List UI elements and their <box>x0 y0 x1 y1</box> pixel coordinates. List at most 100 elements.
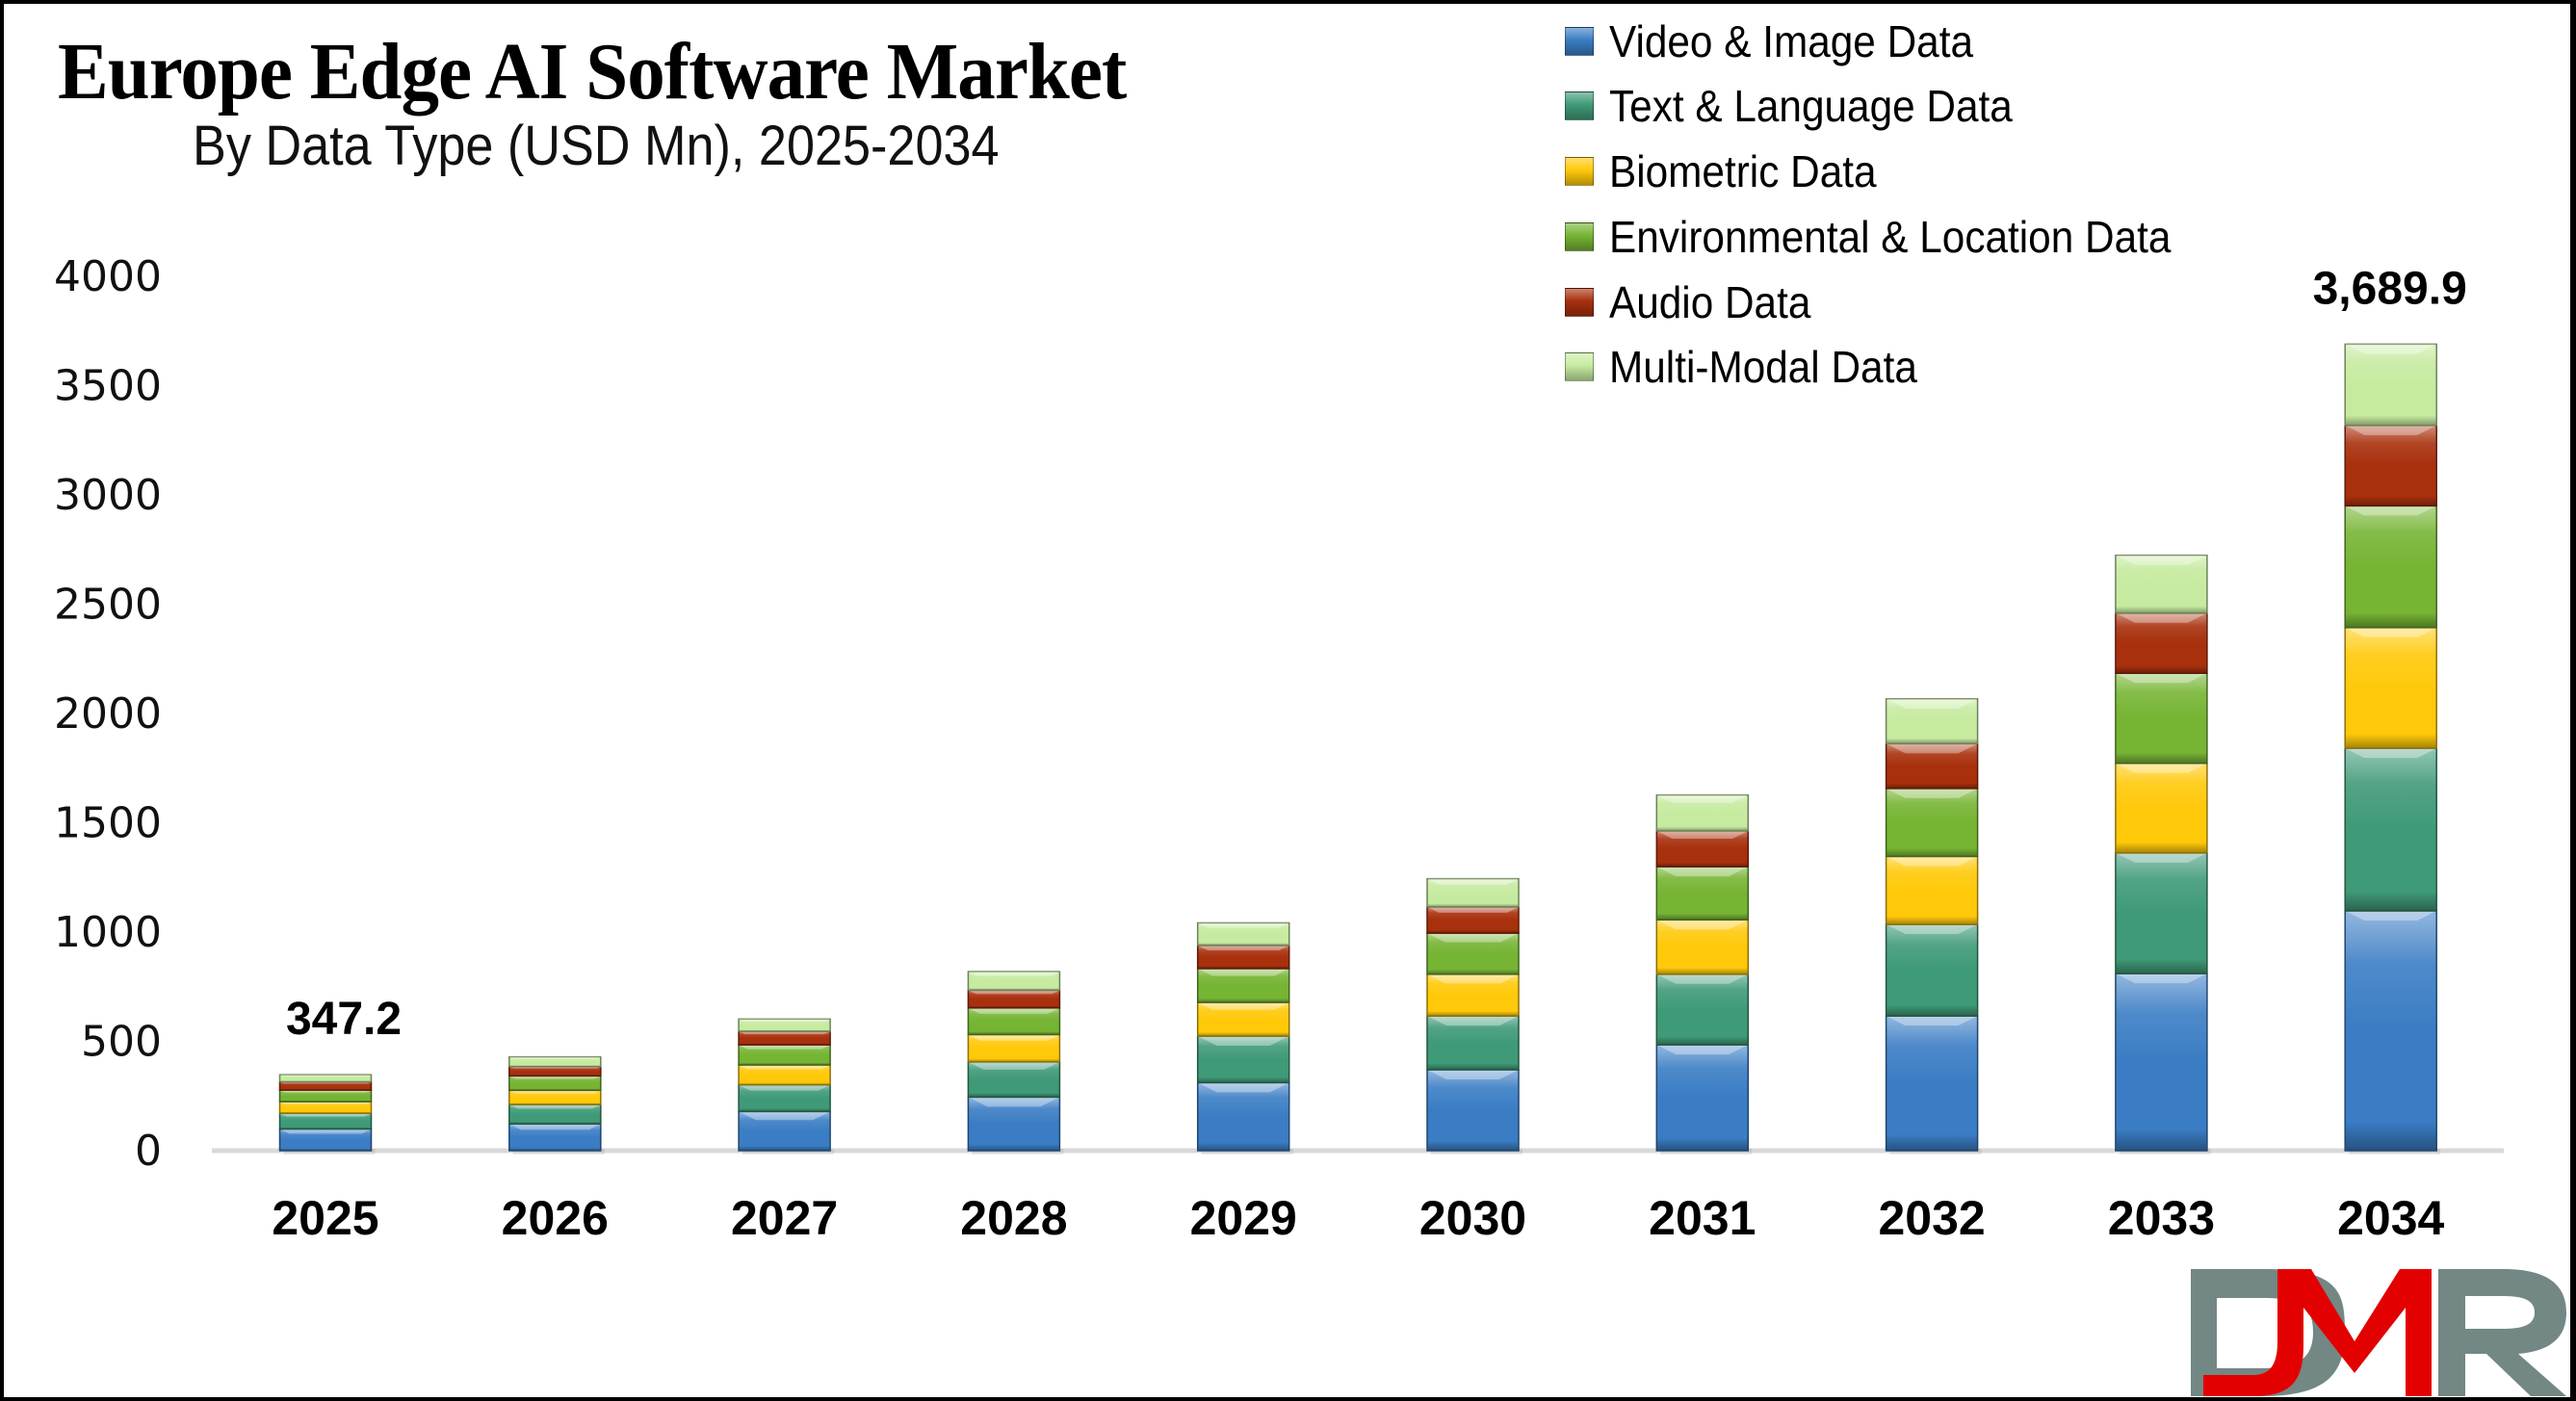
bar-bevel <box>2345 344 2437 354</box>
bar-bevel <box>1197 968 1289 976</box>
bar-bevel <box>2115 763 2207 773</box>
bar-segment-video-image-data-2033 <box>2115 973 2208 1152</box>
x-tick-label: 2025 <box>272 1191 378 1245</box>
bar-bevel <box>1197 945 1289 951</box>
legend-label-audio: Audio Data <box>1609 277 1811 327</box>
dmr-logo <box>2191 1269 2566 1396</box>
bar-shadow <box>2119 1149 2211 1155</box>
bar-bevel <box>2115 973 2207 984</box>
bar-bevel <box>1656 794 1749 803</box>
bar-bevel <box>1427 933 1519 943</box>
bar-bevel <box>1886 788 1978 798</box>
bar-bevel <box>1886 698 1978 709</box>
bar-segment-multi-modal-data-2032 <box>1885 698 1979 745</box>
bar-segment-multi-modal-data-2027 <box>738 1018 831 1032</box>
bar-stack-2031 <box>1655 793 1753 1155</box>
bar-shadow <box>2349 1149 2441 1155</box>
bar-segment-audio-data-2029 <box>1196 945 1290 970</box>
bar-stack-2028 <box>967 971 1064 1155</box>
legend-swatch-video-image <box>1565 27 1594 56</box>
x-tick-label: 2028 <box>960 1191 1067 1245</box>
bar-segment-multi-modal-data-2028 <box>967 971 1061 992</box>
bar-segment-video-image-data-2030 <box>1426 1069 1520 1152</box>
bar-segment-multi-modal-data-2031 <box>1655 793 1750 832</box>
y-tick-label: 1000 <box>54 908 162 957</box>
bar-segment-biometric-data-2029 <box>1196 1001 1290 1037</box>
bar-bevel <box>1427 973 1519 984</box>
bar-stack-2026 <box>508 1055 605 1155</box>
bar-stack-2025 <box>278 1074 376 1155</box>
bar-stack-2029 <box>1196 921 1293 1155</box>
bar-segment-text-language-data-2033 <box>2115 852 2208 974</box>
bar-segment-environmental-location-data-2031 <box>1655 866 1750 921</box>
bar-bevel <box>2345 748 2437 759</box>
bar-stack-2032 <box>1885 698 1982 1155</box>
y-tick-label: 3500 <box>54 362 162 411</box>
legend-label-text-language: Text & Language Data <box>1609 81 2013 131</box>
data-labels: 347.2 3,689.9 <box>286 263 2467 1045</box>
bar-bevel <box>1427 878 1519 886</box>
legend-label-environmental-location: Environmental & Location Data <box>1609 212 2172 262</box>
legend-item-multi-modal: Multi-Modal Data <box>1565 338 1944 396</box>
bar-bevel <box>1656 830 1749 840</box>
y-axis: 0 500 1000 1500 2000 2500 3000 3500 4000 <box>54 252 162 1176</box>
bar-bevel <box>739 1019 831 1023</box>
bar-bevel <box>508 1090 601 1094</box>
bar-segment-audio-data-2032 <box>1885 742 1979 790</box>
bar-segment-multi-modal-data-2026 <box>508 1055 602 1068</box>
bar-segment-text-language-data-2032 <box>1885 923 1979 1017</box>
bar-segment-environmental-location-data-2033 <box>2115 672 2208 765</box>
bar-segment-multi-modal-data-2034 <box>2344 343 2437 427</box>
x-tick-label: 2033 <box>2108 1191 2215 1245</box>
bar-bevel <box>2115 555 2207 565</box>
bar-stack-2034 <box>2344 343 2441 1155</box>
bar-segment-environmental-location-data-2029 <box>1196 968 1290 1003</box>
y-tick-label: 4000 <box>54 252 162 301</box>
bar-bevel <box>1427 1070 1519 1080</box>
bar-bevel <box>2115 673 2207 684</box>
bar-segment-biometric-data-2030 <box>1426 973 1520 1017</box>
bar-bevel <box>2345 506 2437 516</box>
bar-segment-environmental-location-data-2034 <box>2344 505 2437 629</box>
x-tick-label: 2027 <box>731 1191 838 1245</box>
bar-shadow <box>1660 1149 1753 1155</box>
bar-bevel <box>1197 1002 1289 1010</box>
data-label-2025: 347.2 <box>286 994 402 1045</box>
bar-stack-2030 <box>1426 877 1522 1155</box>
x-tick-label: 2034 <box>2337 1191 2444 1245</box>
bar-stack-2027 <box>738 1018 835 1155</box>
bar-segment-multi-modal-data-2029 <box>1196 921 1290 947</box>
chart-subtitle: By Data Type (USD Mn), 2025-2034 <box>193 115 1000 177</box>
bar-bevel <box>1886 924 1978 935</box>
bar-bevel <box>508 1076 601 1079</box>
bar-shadow <box>283 1149 376 1155</box>
x-tick-label: 2030 <box>1419 1191 1526 1245</box>
data-label-2034: 3,689.9 <box>2313 263 2467 314</box>
x-axis: 2025 2026 2027 2028 2029 2030 2031 2032 2033 2034 <box>272 1191 2444 1245</box>
bar-bevel <box>739 1031 831 1035</box>
bar-segment-video-image-data-2029 <box>1196 1081 1290 1152</box>
bar-bevel <box>1197 922 1289 928</box>
bar-segment-multi-modal-data-2025 <box>278 1074 373 1083</box>
logo-letter-r <box>2438 1269 2566 1396</box>
bar-bevel <box>508 1056 601 1059</box>
bar-segment-text-language-data-2027 <box>738 1083 831 1113</box>
legend-swatch-audio <box>1565 288 1594 317</box>
legend-label-biometric: Biometric Data <box>1609 146 1877 196</box>
bar-bevel <box>2345 627 2437 637</box>
bar-segment-text-language-data-2031 <box>1655 973 1750 1046</box>
bar-bevel <box>968 990 1060 995</box>
bar-bevel <box>739 1084 831 1091</box>
bar-stack-2033 <box>2115 554 2211 1155</box>
y-tick-label: 0 <box>135 1127 162 1176</box>
chart-title: Europe Edge AI Software Market <box>58 27 1127 117</box>
bar-bevel <box>968 1097 1060 1107</box>
bar-bevel <box>1656 920 1749 930</box>
bar-bevel <box>1886 856 1978 867</box>
bar-bevel <box>1656 867 1749 877</box>
x-tick-label: 2032 <box>1878 1191 1985 1245</box>
legend-label-video-image: Video & Image Data <box>1609 16 1973 66</box>
legend-swatch-multi-modal <box>1565 352 1594 381</box>
bar-segment-audio-data-2031 <box>1655 830 1750 868</box>
